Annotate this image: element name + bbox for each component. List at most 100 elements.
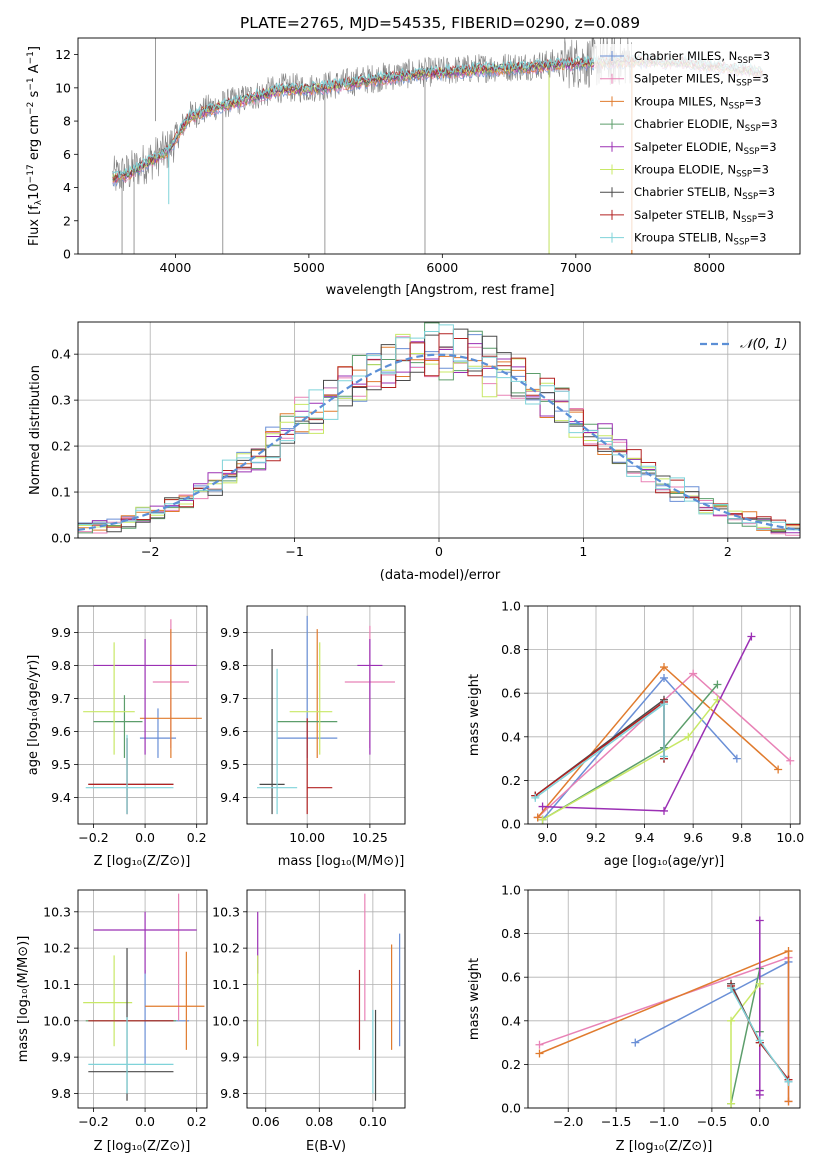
series-marker-kroupa_stelib <box>531 793 540 802</box>
x-tick-label: 5000 <box>293 260 325 275</box>
y-tick-label: 10.1 <box>212 977 240 992</box>
normal-legend-label: 𝒩(0, 1) <box>740 337 787 352</box>
y-axis-label: mass [log₁₀(M/M⊙)] <box>16 936 31 1063</box>
x-tick-label: 0.2 <box>187 830 207 845</box>
y-axis-label: Flux [fλ10−17 erg cm−2 s−1 A−1] <box>26 46 44 246</box>
x-tick-label: 0.0 <box>135 1114 155 1129</box>
y-tick-label: 9.9 <box>51 625 71 640</box>
plot-area <box>83 893 205 1101</box>
x-tick-label: 0.2 <box>187 1114 207 1129</box>
series-marker-chabrier_miles <box>660 673 668 682</box>
x-tick-label: 8000 <box>693 260 725 275</box>
histogram-kroupa_stelib <box>78 324 800 538</box>
series-marker-kroupa_elodie <box>684 732 693 741</box>
normal-curve <box>78 353 800 531</box>
y-tick-label: 10.1 <box>43 977 71 992</box>
y-tick-label: 1.0 <box>501 883 521 898</box>
x-tick-label: 1 <box>579 544 587 559</box>
x-tick-label: 6000 <box>426 260 458 275</box>
x-tick-label: −2.0 <box>553 1114 583 1129</box>
x-axis-label: age [log₁₀(age/yr)] <box>604 854 725 869</box>
series-marker-kroupa_miles <box>533 813 542 822</box>
x-axis-label: E(B-V) <box>306 1139 346 1154</box>
legend-label: Kroupa STELIB, NSSP=3 <box>634 231 766 248</box>
x-tick-label: 9.6 <box>683 830 703 845</box>
x-tick-label: 10.00 <box>289 830 325 845</box>
series-marker-kroupa_stelib <box>660 700 668 709</box>
series-marker-kroupa_miles <box>784 947 793 956</box>
series-marker-salpeter_elodie <box>755 1086 764 1095</box>
axes-residuals: −2 −1 0 1 2 0.0 0.1 0.2 0.3 0.4 <box>51 321 801 559</box>
axes-frame <box>527 889 801 1109</box>
y-tick-label: 0 <box>63 247 71 262</box>
legend-label: Chabrier MILES, NSSP=3 <box>634 49 770 66</box>
legend-label: Salpeter ELODIE, NSSP=3 <box>634 140 777 157</box>
y-tick-label: 0.4 <box>501 729 521 744</box>
axes-frame <box>77 605 208 825</box>
x-tick-label: −0.2 <box>78 1114 108 1129</box>
y-tick-label: 10.0 <box>43 1013 71 1028</box>
series-marker-chabrier_miles <box>631 1038 640 1047</box>
series-marker-kroupa_stelib <box>727 984 736 993</box>
axes-age_vs_Z: −0.2 0.0 0.2 9.4 9.5 9.6 9.7 9.8 9.9 <box>51 605 208 845</box>
series-marker-salpeter_elodie <box>538 802 547 811</box>
legend-box <box>594 44 796 250</box>
y-tick-label: 9.9 <box>220 625 240 640</box>
y-tick-label: 9.8 <box>220 1086 240 1101</box>
x-tick-label: 9.0 <box>537 830 557 845</box>
axes-frame <box>527 605 801 825</box>
x-tick-label: −0.2 <box>78 830 108 845</box>
x-tick-label: −0.5 <box>697 1114 727 1129</box>
y-tick-label: 0.8 <box>501 642 521 657</box>
x-tick-label: −1.5 <box>601 1114 631 1129</box>
x-tick-label: 2 <box>724 544 732 559</box>
y-tick-label: 8 <box>63 114 71 129</box>
y-axis-label: Normed distribution <box>28 365 43 495</box>
x-tick-label: 4000 <box>160 260 192 275</box>
y-tick-label: 0.6 <box>501 686 521 701</box>
y-tick-label: 2 <box>63 213 71 228</box>
series-marker-salpeter_miles <box>689 669 698 678</box>
legend-label: Chabrier STELIB, NSSP=3 <box>634 185 775 202</box>
y-tick-label: 0.6 <box>501 970 521 985</box>
legend-label: Salpeter STELIB, NSSP=3 <box>634 208 774 225</box>
y-axis-label: mass weight <box>467 958 482 1040</box>
series-marker-kroupa_miles <box>784 1097 793 1106</box>
x-tick-label: 0.0 <box>750 1114 770 1129</box>
ticks: 10.00 10.25 9.4 9.5 9.6 9.7 9.8 9.9 <box>220 625 388 845</box>
y-tick-label: 0.2 <box>501 773 521 788</box>
x-axis-label: Z [log₁₀(Z/Z⊙)] <box>94 854 191 869</box>
y-tick-label: 0.0 <box>501 1101 521 1116</box>
series-marker-kroupa_elodie <box>727 1099 736 1108</box>
series-marker-chabrier_miles <box>732 754 741 763</box>
y-tick-label: 0.1 <box>51 485 71 500</box>
axes-mass_weight_vs_Z: −2.0 −1.5 −1.0 −0.5 0.0 0.0 0.2 0.4 0.6 0.8 1.0 <box>501 883 801 1130</box>
y-tick-label: 9.9 <box>51 1050 71 1065</box>
axes-mass_vs_Z: −0.2 0.0 0.2 9.8 9.9 10.0 10.1 10.2 10.3 <box>43 889 208 1129</box>
y-tick-label: 9.5 <box>51 757 71 772</box>
ticks: −0.2 0.0 0.2 9.8 9.9 10.0 10.1 10.2 10.3 <box>43 904 206 1129</box>
x-axis-label: mass [log₁₀(M/M⊙)] <box>278 854 405 869</box>
y-tick-label: 0.2 <box>501 1057 521 1072</box>
series-marker-kroupa_elodie <box>727 1016 736 1025</box>
ticks: −2.0 −1.5 −1.0 −0.5 0.0 0.0 0.2 0.4 0.6 0.8 1.0 <box>501 883 770 1130</box>
x-tick-label: −2 <box>141 544 159 559</box>
y-tick-label: 9.7 <box>220 691 240 706</box>
x-axis-label: (data-model)/error <box>380 568 501 583</box>
series-marker-kroupa_stelib <box>755 1036 764 1045</box>
figure-title: PLATE=2765, MJD=54535, FIBERID=0290, z=0… <box>240 14 640 32</box>
y-tick-label: 9.4 <box>51 790 71 805</box>
axes-frame <box>77 37 801 255</box>
series-marker-salpeter_miles <box>786 756 795 765</box>
spectrum-legend: Chabrier MILES, NSSP=3 Salpeter MILES, NS… <box>594 44 796 250</box>
y-tick-label: 0.2 <box>51 439 71 454</box>
series-marker-salpeter_elodie <box>755 916 764 925</box>
y-tick-label: 6 <box>63 147 71 162</box>
y-tick-label: 0.4 <box>501 1013 521 1028</box>
plot-area <box>535 916 793 1108</box>
axes-frame <box>246 889 406 1109</box>
y-tick-label: 9.8 <box>51 1086 71 1101</box>
y-tick-label: 9.8 <box>220 658 240 673</box>
observed-spectrum <box>112 38 632 192</box>
